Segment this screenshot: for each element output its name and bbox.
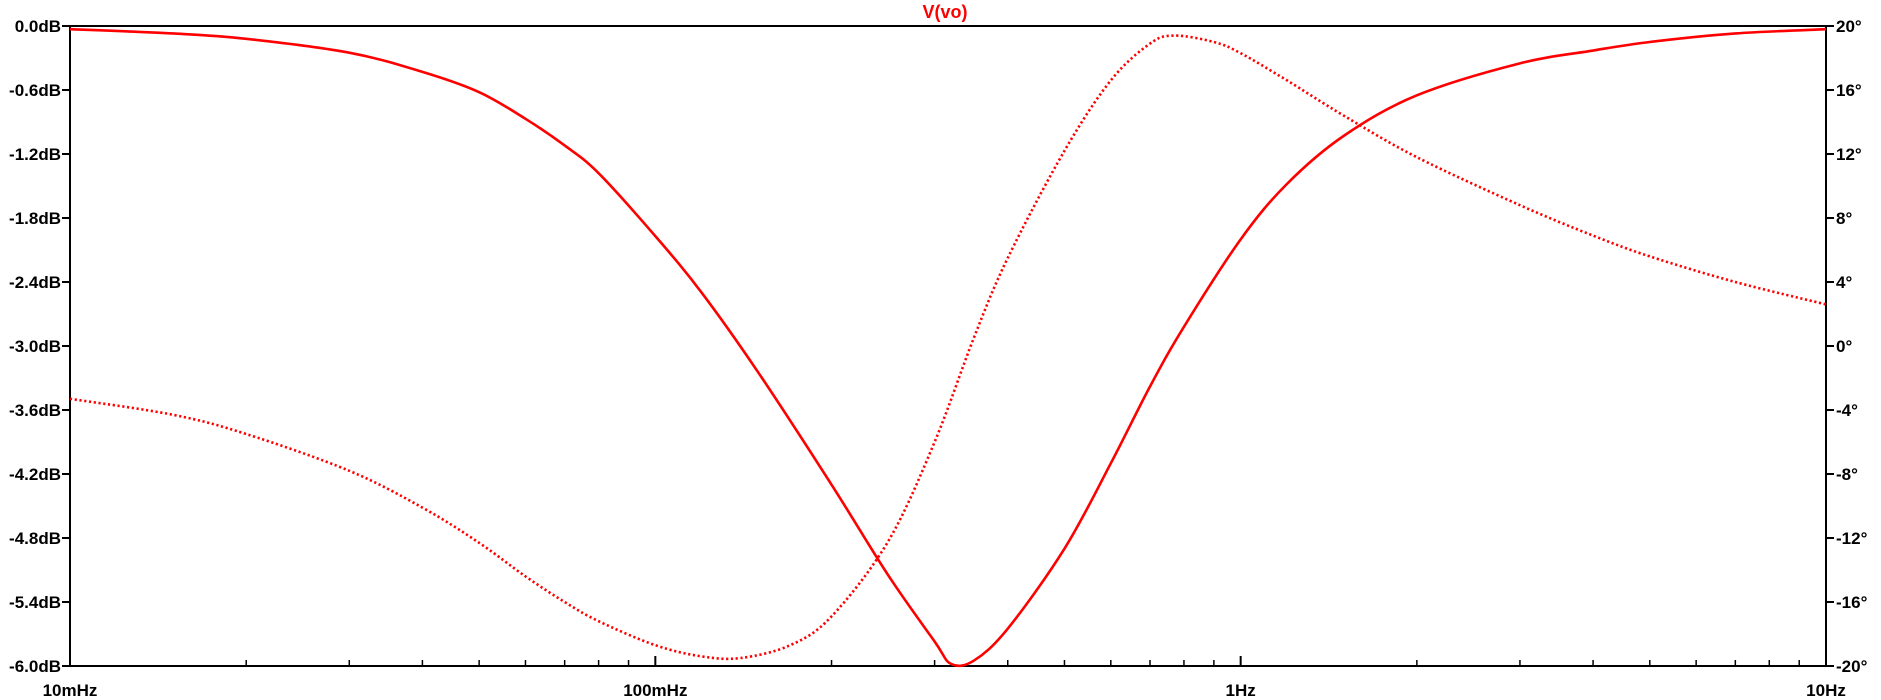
x-minor-ticks	[245, 660, 1800, 666]
y-left-tick-label: -4.8dB	[9, 529, 61, 548]
y-left-tick-label: -4.2dB	[9, 465, 61, 484]
y-left-tick-label: -5.4dB	[9, 593, 61, 612]
y-left-tick-label: -3.6dB	[9, 401, 61, 420]
x-tick-label: 1Hz	[1226, 681, 1256, 700]
y-left-tick-label: 0.0dB	[15, 17, 61, 36]
y-right-tick-label: 4°	[1836, 273, 1852, 292]
y-right-tick-label: 12°	[1836, 145, 1862, 164]
y-right-tick-label: 16°	[1836, 81, 1862, 100]
y-left-axis: 0.0dB -0.6dB -1.2dB -1.8dB -2.4dB -3.0dB -3.6d…	[9, 17, 70, 676]
y-left-tick-label: -6.0dB	[9, 657, 61, 676]
y-left-tick-label: -3.0dB	[9, 337, 61, 356]
chart-title: V(vo)	[923, 2, 968, 22]
y-right-tick-label: 0°	[1836, 337, 1852, 356]
plot-frame	[69, 25, 1827, 667]
y-left-tick-label: -1.2dB	[9, 145, 61, 164]
y-right-tick-label: -8°	[1836, 465, 1858, 484]
y-right-tick-label: 20°	[1836, 17, 1862, 36]
y-right-axis: 20° 16° 12° 8° 4° 0° -4° -8° -12° -16° -20°	[1826, 17, 1868, 676]
y-right-tick-label: -20°	[1836, 657, 1868, 676]
x-axis: 10mHz 100mHz 1Hz 10Hz	[43, 656, 1846, 700]
y-right-tick-label: -4°	[1836, 401, 1858, 420]
y-left-tick-label: -2.4dB	[9, 273, 61, 292]
y-left-tick-label: -1.8dB	[9, 209, 61, 228]
phase-curve	[69, 34, 1827, 661]
x-tick-label: 10mHz	[43, 681, 98, 700]
x-tick-label: 10Hz	[1806, 681, 1846, 700]
y-right-tick-label: 8°	[1836, 209, 1852, 228]
y-left-tick-label: -0.6dB	[9, 81, 61, 100]
magnitude-curve	[69, 27, 1827, 668]
y-right-tick-label: -16°	[1836, 593, 1868, 612]
series-layer	[69, 27, 1827, 668]
x-tick-label: 100mHz	[623, 681, 687, 700]
y-right-tick-label: -12°	[1836, 529, 1868, 548]
